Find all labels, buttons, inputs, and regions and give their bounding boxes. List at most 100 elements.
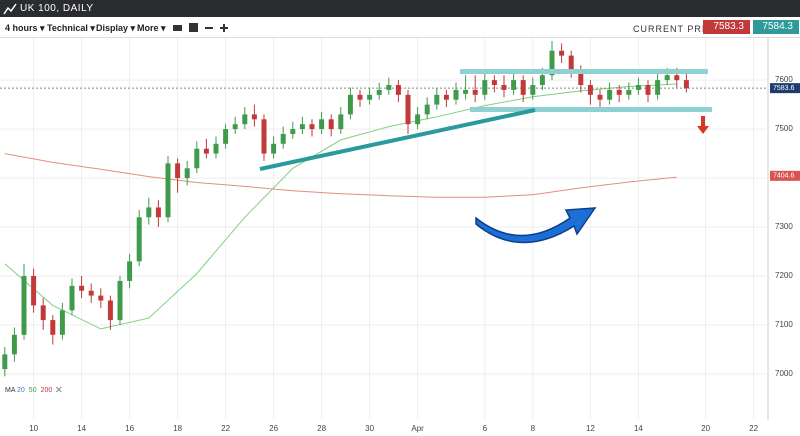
price-label: 7404.6 <box>773 173 795 180</box>
x-tick-label: 10 <box>29 424 38 433</box>
candle-body <box>568 55 574 71</box>
candle-body <box>664 75 670 81</box>
candle-body <box>175 163 181 179</box>
candle-body <box>328 119 334 130</box>
candle-body <box>491 80 497 86</box>
save-icon[interactable] <box>189 23 198 32</box>
y-tick-label: 7100 <box>775 320 793 329</box>
candle-body <box>290 129 296 134</box>
ma-legend-entry: 50 <box>29 387 37 394</box>
candle-body <box>309 124 315 130</box>
ma-remove-icon[interactable] <box>55 386 62 393</box>
window-title: UK 100, DAILY <box>20 3 94 14</box>
y-tick-label: 7500 <box>775 124 793 133</box>
candle-body <box>88 290 94 296</box>
candle-body <box>395 85 401 95</box>
candle-body <box>683 80 689 89</box>
moving-average <box>4 153 677 198</box>
candle-body <box>386 85 392 90</box>
candle-body <box>530 85 536 95</box>
candle-body <box>59 310 65 335</box>
down-arrow <box>697 116 709 134</box>
candle-body <box>539 75 545 86</box>
sell-price[interactable]: 7583.3 <box>703 20 750 34</box>
x-tick-label: 26 <box>269 424 278 433</box>
grid <box>0 38 768 420</box>
more-menu[interactable]: More <box>137 23 166 34</box>
candle-body <box>645 85 651 95</box>
price-label: 7583.6 <box>773 85 795 92</box>
candle-body <box>472 89 478 95</box>
technical-menu[interactable]: Technical <box>47 23 95 34</box>
title-bar: UK 100, DAILY <box>0 0 800 17</box>
candle-body <box>635 85 641 90</box>
candle-body <box>232 124 238 130</box>
candle-body <box>549 50 555 76</box>
buy-price[interactable]: 7584.3 <box>753 20 799 34</box>
candle-body <box>674 75 680 81</box>
x-tick-label: 12 <box>586 424 595 433</box>
candle-body <box>376 89 382 95</box>
candle-body <box>251 114 257 120</box>
x-tick-label: 22 <box>221 424 230 433</box>
candle-body <box>299 124 305 130</box>
candle-body <box>165 163 171 218</box>
candle-body <box>443 94 449 100</box>
candle-body <box>357 94 363 100</box>
x-tick-label: 20 <box>701 424 710 433</box>
candle-body <box>98 295 104 301</box>
candle-body <box>146 207 152 218</box>
candle-body <box>587 85 593 95</box>
candle-body <box>655 80 661 95</box>
candle-body <box>367 94 373 100</box>
candle-body <box>31 276 37 306</box>
candle-body <box>280 133 286 144</box>
candle-body <box>501 85 507 90</box>
x-tick-label: 14 <box>77 424 86 433</box>
candle-body <box>117 280 123 321</box>
candle-body <box>50 320 56 335</box>
ma-legend-entry: 200 <box>41 387 53 394</box>
candle-body <box>223 129 229 144</box>
x-tick-label: 18 <box>173 424 182 433</box>
open-icon[interactable] <box>173 25 182 31</box>
current-price-label: CURRENT PRICE: <box>633 24 724 34</box>
x-tick-label: 22 <box>749 424 758 433</box>
toolbar-icons <box>173 23 228 32</box>
candle-body <box>136 217 142 262</box>
resistance-band <box>460 69 708 74</box>
candle-body <box>347 94 353 115</box>
ma-legend-label: MA <box>5 387 16 394</box>
candle-body <box>107 300 113 321</box>
zoom-out-icon[interactable] <box>205 27 213 29</box>
candle-body <box>405 94 411 125</box>
candle-body <box>261 119 267 154</box>
y-tick-label: 7200 <box>775 271 793 280</box>
candle-body <box>40 305 46 321</box>
x-tick-label: 8 <box>531 424 536 433</box>
timeframe-menu[interactable]: 4 hours <box>5 23 45 34</box>
logo <box>3 3 17 15</box>
candle-body <box>79 285 85 291</box>
y-tick-label: 7600 <box>775 75 793 84</box>
candle-body <box>616 89 622 95</box>
candle-body <box>242 114 248 125</box>
moving-average <box>4 83 677 330</box>
candle-body <box>578 70 584 86</box>
candle-body <box>338 114 344 130</box>
toolbar: 4 hours Technical Display More CURRENT P… <box>0 17 800 38</box>
x-tick-label: 6 <box>483 424 488 433</box>
trend-line <box>259 108 536 171</box>
display-menu[interactable]: Display <box>96 23 135 34</box>
up-curve-arrow <box>475 207 597 244</box>
x-tick-label: 28 <box>317 424 326 433</box>
support-band <box>470 107 712 112</box>
candle-body <box>213 143 219 154</box>
candle-body <box>626 89 632 95</box>
zoom-in-icon[interactable] <box>220 24 228 32</box>
candle-body <box>203 148 209 154</box>
candle-body <box>597 94 603 100</box>
y-tick-label: 7000 <box>775 369 793 378</box>
candle-body <box>2 354 8 370</box>
